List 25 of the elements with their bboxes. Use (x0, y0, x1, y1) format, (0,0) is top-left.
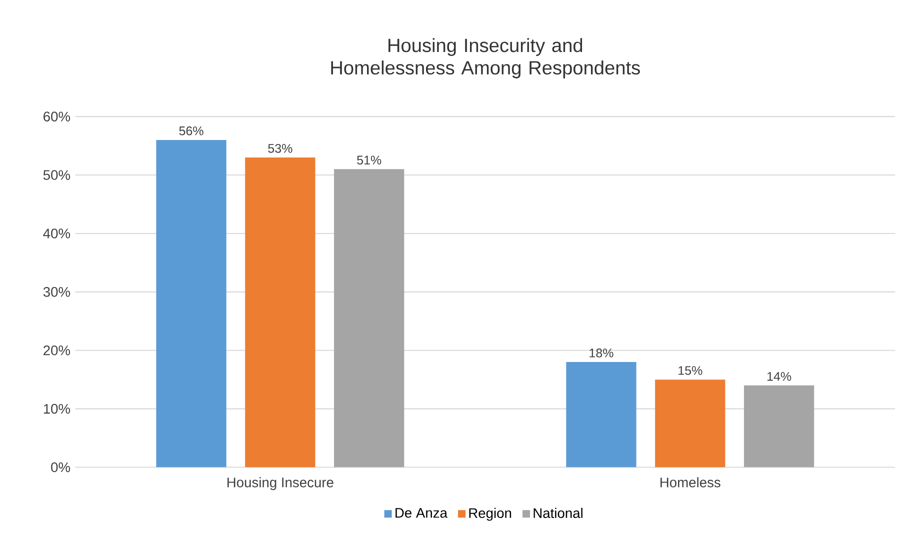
y-tick-label: 10% (44, 404, 70, 414)
y-tick-label: 20% (44, 345, 70, 356)
data-label: 18% (590, 348, 614, 358)
y-tick-label: 0% (51, 462, 70, 472)
x-tick-label: Housing Insecure (227, 477, 334, 490)
data-label: 53% (268, 144, 292, 153)
y-tick-label: 60% (44, 112, 70, 122)
legend-label: De Anza (396, 508, 448, 518)
bar (334, 169, 404, 468)
bar (156, 140, 226, 468)
data-label: 15% (678, 366, 702, 375)
data-label: 51% (357, 156, 382, 164)
bar (245, 157, 316, 468)
y-tick-label: 30% (43, 286, 70, 297)
y-tick-label: 50% (43, 170, 70, 180)
bar (744, 385, 814, 468)
bar (566, 362, 636, 468)
y-tick-label: 40% (43, 228, 70, 238)
legend-label: National (534, 508, 582, 518)
data-label: 56% (179, 126, 204, 136)
x-tick-label: Homeless (660, 477, 720, 488)
data-label: 14% (767, 372, 792, 381)
chart-title: Housing Insecurity and Homelessness Among Respondents (331, 38, 640, 78)
bar (655, 379, 726, 468)
legend-label: Region (469, 508, 512, 521)
